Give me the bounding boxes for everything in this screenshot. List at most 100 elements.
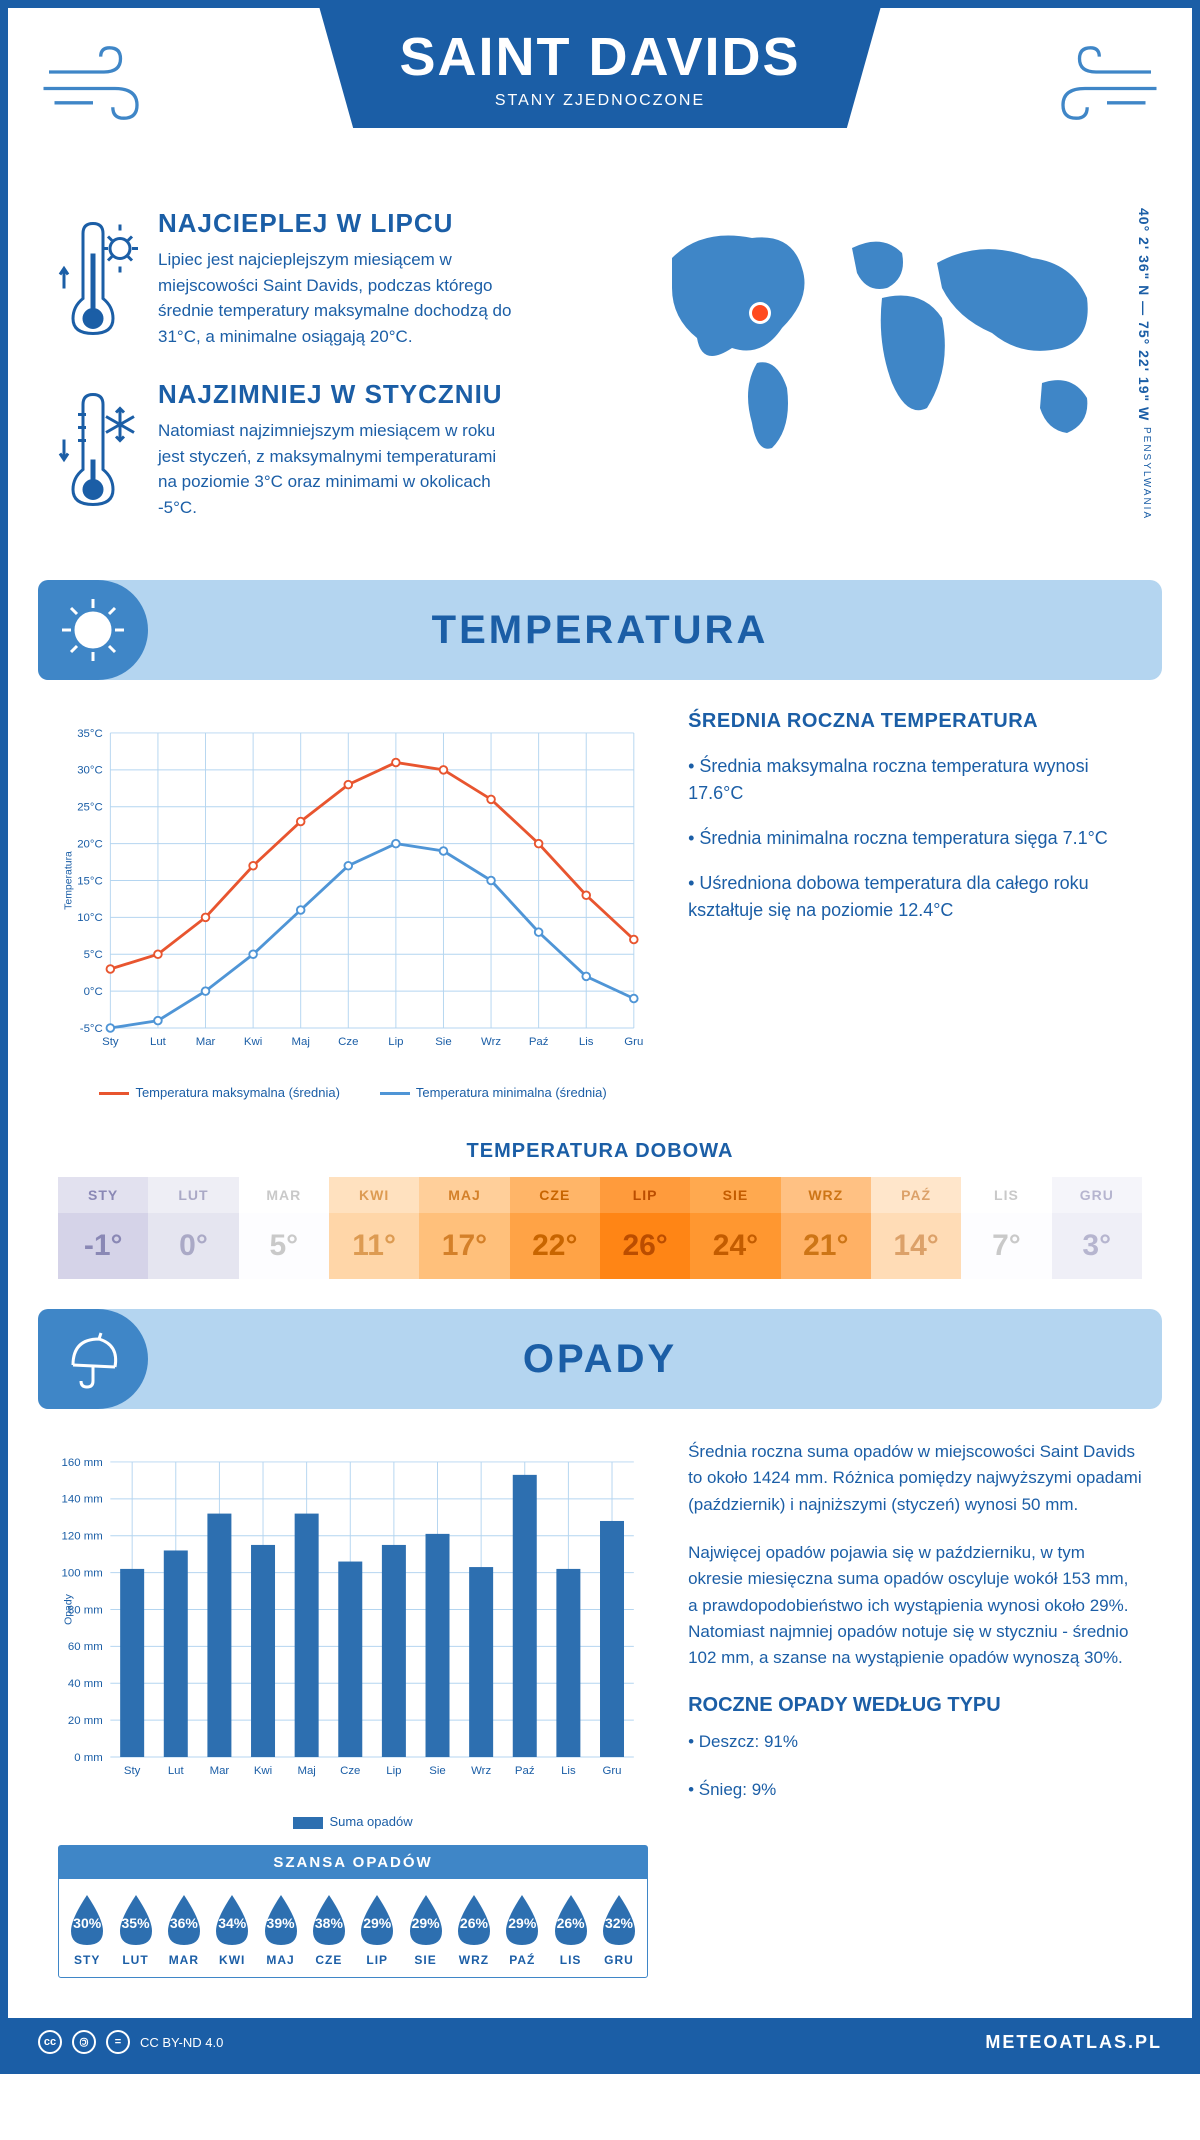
month-cell: MAR 5°	[239, 1177, 329, 1279]
drop-cell: 38% CZE	[305, 1893, 353, 1967]
svg-text:15°C: 15°C	[77, 875, 103, 887]
warmest-block: NAJCIEPLEJ W LIPCU Lipiec jest najcieple…	[58, 208, 602, 349]
svg-text:20°C: 20°C	[77, 838, 103, 850]
svg-text:100 mm: 100 mm	[62, 1567, 103, 1579]
month-cell: MAJ 17°	[419, 1177, 509, 1279]
wind-icon	[38, 38, 148, 128]
umbrella-icon	[61, 1327, 125, 1391]
month-cell: KWI 11°	[329, 1177, 419, 1279]
summary-bullet: • Średnia maksymalna roczna temperatura …	[688, 753, 1142, 807]
drop-cell: 29% SIE	[401, 1893, 449, 1967]
temperature-section-header: TEMPERATURA	[38, 580, 1162, 680]
month-cell: CZE 22°	[510, 1177, 600, 1279]
svg-text:Kwi: Kwi	[244, 1036, 262, 1048]
thermometer-cold-icon	[58, 379, 138, 520]
month-cell: LUT 0°	[148, 1177, 238, 1279]
footer: cc 🄯 = CC BY-ND 4.0 METEOATLAS.PL	[8, 2018, 1192, 2066]
svg-text:Wrz: Wrz	[471, 1765, 491, 1777]
temperature-chart: -5°C0°C5°C10°C15°C20°C25°C30°C35°CStyLut…	[58, 710, 648, 1100]
svg-text:Cze: Cze	[338, 1036, 358, 1048]
svg-text:Lut: Lut	[150, 1036, 167, 1048]
cc-icon: cc	[38, 2030, 62, 2054]
drop-cell: 32% GRU	[595, 1893, 643, 1967]
svg-text:160 mm: 160 mm	[62, 1457, 103, 1469]
svg-text:30°C: 30°C	[77, 765, 103, 777]
precip-para: Średnia roczna suma opadów w miejscowośc…	[688, 1439, 1142, 1518]
svg-text:Temperatura: Temperatura	[63, 851, 74, 910]
svg-text:25°C: 25°C	[77, 802, 103, 814]
precip-bytype-item: • Śnieg: 9%	[688, 1777, 1142, 1803]
svg-text:Lip: Lip	[386, 1765, 401, 1777]
license-label: CC BY-ND 4.0	[140, 2035, 223, 2050]
coldest-text: Natomiast najzimniejszym miesiącem w rok…	[158, 418, 518, 520]
svg-text:35°C: 35°C	[77, 728, 103, 740]
legend-precip: Suma opadów	[329, 1814, 412, 1829]
svg-text:Cze: Cze	[340, 1765, 360, 1777]
svg-text:Lip: Lip	[388, 1036, 403, 1048]
page-subtitle: STANY ZJEDNOCZONE	[399, 92, 800, 110]
coldest-title: NAJZIMNIEJ W STYCZNIU	[158, 379, 518, 410]
sun-icon	[58, 595, 128, 665]
svg-text:Sty: Sty	[102, 1036, 119, 1048]
svg-text:140 mm: 140 mm	[62, 1494, 103, 1506]
drop-cell: 29% PAŹ	[498, 1893, 546, 1967]
month-cell: WRZ 21°	[781, 1177, 871, 1279]
svg-text:Mar: Mar	[210, 1765, 230, 1777]
temperature-summary: ŚREDNIA ROCZNA TEMPERATURA • Średnia mak…	[688, 710, 1142, 1100]
chance-of-precip-box: SZANSA OPADÓW 30% STY 35% LUT 36% MAR 34…	[58, 1845, 648, 1978]
svg-text:Maj: Maj	[292, 1036, 310, 1048]
wind-icon	[1052, 38, 1162, 128]
legend-max: Temperatura maksymalna (średnia)	[135, 1085, 339, 1100]
precip-bytype-title: ROCZNE OPADY WEDŁUG TYPU	[688, 1694, 1142, 1717]
svg-text:-5°C: -5°C	[80, 1023, 103, 1035]
temperature-title: TEMPERATURA	[432, 608, 769, 653]
drop-cell: 34% KWI	[208, 1893, 256, 1967]
svg-text:Lut: Lut	[168, 1765, 185, 1777]
svg-text:Gru: Gru	[624, 1036, 643, 1048]
precipitation-section-header: OPADY	[38, 1309, 1162, 1409]
svg-text:Kwi: Kwi	[254, 1765, 272, 1777]
warmest-text: Lipiec jest najcieplejszym miesiącem w m…	[158, 247, 518, 349]
svg-text:0 mm: 0 mm	[74, 1752, 103, 1764]
region-label: PENSYLWANIA	[1141, 427, 1152, 520]
title-band: SAINT DAVIDS STANY ZJEDNOCZONE	[319, 8, 880, 128]
month-cell: GRU 3°	[1052, 1177, 1142, 1279]
month-cell: STY -1°	[58, 1177, 148, 1279]
precip-bytype-item: • Deszcz: 91%	[688, 1729, 1142, 1755]
map-block: 40° 2' 36" N — 75° 22' 19" W PENSYLWANIA	[642, 208, 1142, 550]
drop-cell: 35% LUT	[111, 1893, 159, 1967]
world-map-icon	[642, 208, 1112, 468]
month-cell: LIP 26°	[600, 1177, 690, 1279]
legend-min: Temperatura minimalna (średnia)	[416, 1085, 607, 1100]
svg-text:Opady: Opady	[63, 1593, 74, 1625]
svg-text:Maj: Maj	[297, 1765, 315, 1777]
thermometer-hot-icon	[58, 208, 138, 349]
svg-text:Lis: Lis	[579, 1036, 594, 1048]
svg-text:Sty: Sty	[124, 1765, 141, 1777]
svg-text:Sie: Sie	[429, 1765, 446, 1777]
precipitation-text: Średnia roczna suma opadów w miejscowośc…	[688, 1439, 1142, 1978]
svg-text:Lis: Lis	[561, 1765, 576, 1777]
svg-text:Sie: Sie	[435, 1036, 452, 1048]
coldest-block: NAJZIMNIEJ W STYCZNIU Natomiast najzimni…	[58, 379, 602, 520]
svg-text:Wrz: Wrz	[481, 1036, 501, 1048]
summary-title: ŚREDNIA ROCZNA TEMPERATURA	[688, 710, 1142, 733]
page-title: SAINT DAVIDS	[399, 26, 800, 88]
drop-cell: 30% STY	[63, 1893, 111, 1967]
by-icon: 🄯	[72, 2030, 96, 2054]
drop-cell: 36% MAR	[160, 1893, 208, 1967]
temperature-legend: Temperatura maksymalna (średnia) Tempera…	[58, 1085, 648, 1100]
svg-text:Gru: Gru	[602, 1765, 621, 1777]
month-cell: LIS 7°	[961, 1177, 1051, 1279]
svg-text:10°C: 10°C	[77, 912, 103, 924]
precipitation-legend: Suma opadów	[58, 1814, 648, 1829]
header: SAINT DAVIDS STANY ZJEDNOCZONE	[8, 8, 1192, 188]
daily-temperature-strip: TEMPERATURA DOBOWA STY -1° LUT 0° MAR 5°…	[8, 1130, 1192, 1309]
svg-text:Paź: Paź	[529, 1036, 549, 1048]
svg-text:60 mm: 60 mm	[68, 1641, 103, 1653]
daily-temp-title: TEMPERATURA DOBOWA	[58, 1140, 1142, 1163]
summary-bullet: • Uśredniona dobowa temperatura dla całe…	[688, 870, 1142, 924]
svg-text:120 mm: 120 mm	[62, 1531, 103, 1543]
coordinates-label: 40° 2' 36" N — 75° 22' 19" W	[1136, 208, 1152, 421]
intro-row: NAJCIEPLEJ W LIPCU Lipiec jest najcieple…	[8, 188, 1192, 580]
